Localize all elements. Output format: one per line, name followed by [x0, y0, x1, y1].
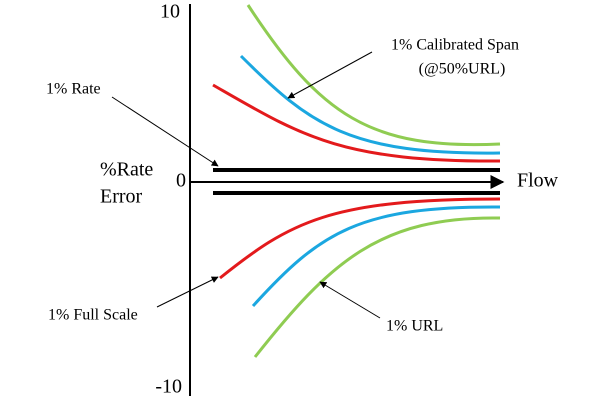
annotation: (@50%URL) [419, 61, 506, 78]
y-axis-label: %Rate [100, 159, 153, 181]
calibrated-span-curve [251, 205, 501, 308]
y-tick-label: -10 [155, 376, 182, 398]
annotation-arrow [156, 276, 219, 308]
x-axis-label: Flow [517, 170, 559, 192]
annotation-arrow [287, 51, 373, 99]
full-scale-curve [219, 197, 501, 280]
calibrated-span-curve [239, 54, 501, 155]
y-tick-label: 10 [160, 1, 180, 23]
y-axis-label: Error [100, 186, 143, 208]
url-curve [246, 4, 501, 147]
annotation: 1% Calibrated Span [391, 37, 519, 54]
annotation: 1% Rate [46, 81, 101, 98]
annotation: 1% Full Scale [48, 307, 138, 324]
annotation: 1% URL [386, 318, 443, 335]
url-curve [253, 216, 501, 358]
full-scale-curve [212, 83, 501, 163]
annotation-arrow [319, 281, 381, 319]
y-tick-label: 0 [176, 170, 186, 192]
annotation-arrow [111, 96, 219, 167]
